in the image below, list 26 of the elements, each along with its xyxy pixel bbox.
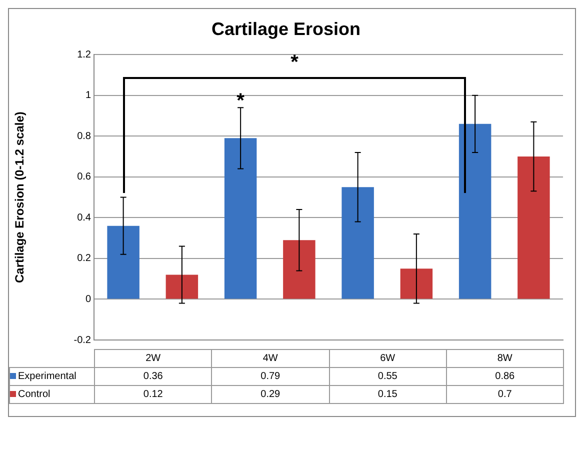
- y-axis-title: Cartilage Erosion (0-1.2 scale): [12, 112, 27, 284]
- y-tick-label: 0: [85, 294, 92, 305]
- y-tick-label: 0.4: [77, 212, 92, 224]
- data-label: 0.7: [446, 386, 564, 404]
- data-label: 0.36: [94, 368, 212, 386]
- y-tick-label: 0.8: [77, 130, 92, 142]
- data-label: 0.79: [212, 368, 329, 386]
- y-tick-label: 1: [85, 90, 92, 102]
- legend-label: Experimental: [10, 368, 94, 386]
- y-tick-label: 0.2: [77, 253, 92, 264]
- y-tick-label: 1.2: [77, 49, 92, 60]
- data-label: 0.12: [94, 386, 212, 404]
- annotation: *: [236, 90, 245, 112]
- x-tick-label: 2W: [94, 350, 212, 368]
- chart-title: Cartilage Erosion: [211, 18, 361, 39]
- data-label: 0.86: [446, 368, 564, 386]
- data-label: 0.15: [329, 386, 446, 404]
- x-tick-label: 6W: [329, 350, 446, 368]
- data-label: 0.29: [212, 386, 329, 404]
- legend-label: Control: [10, 386, 94, 404]
- y-tick-label: 0.6: [77, 172, 92, 183]
- data-label: 0.55: [329, 368, 446, 386]
- x-tick-label: 4W: [212, 350, 329, 368]
- x-tick-label: 8W: [446, 350, 564, 368]
- y-tick-label: -0.2: [74, 334, 92, 346]
- annotation: *: [290, 52, 299, 74]
